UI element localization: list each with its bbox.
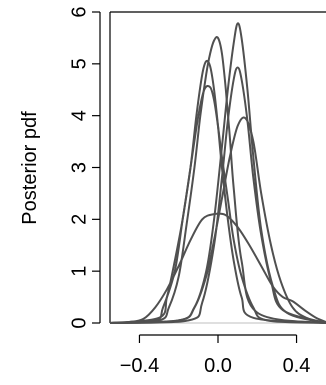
posterior-curve-5	[109, 66, 326, 324]
y-tick-label: 2	[68, 214, 90, 225]
posterior-curve-4	[109, 22, 326, 324]
tick-labels-group: 0 1 2 3 4 5 6 −0.4 0.0 0.4	[68, 6, 310, 377]
posterior-curve-1	[109, 36, 326, 324]
posterior-curve-7	[109, 212, 326, 324]
y-tick-label: 4	[68, 110, 90, 121]
y-tick-label: 6	[68, 6, 90, 17]
y-tick-label: 1	[68, 266, 90, 277]
series-group	[109, 22, 326, 324]
y-tick-label: 3	[68, 162, 90, 173]
axes-group	[92, 11, 326, 343]
y-tick-label: 5	[68, 58, 90, 69]
x-tick-label: 0.4	[283, 355, 311, 377]
x-tick-label: −0.4	[120, 355, 159, 377]
x-tick-label: 0.0	[204, 355, 232, 377]
posterior-curve-3	[109, 84, 326, 324]
y-tick-label: 0	[68, 317, 90, 328]
posterior-curve-6	[109, 116, 326, 324]
y-axis-label: Posterior pdf	[19, 111, 41, 225]
